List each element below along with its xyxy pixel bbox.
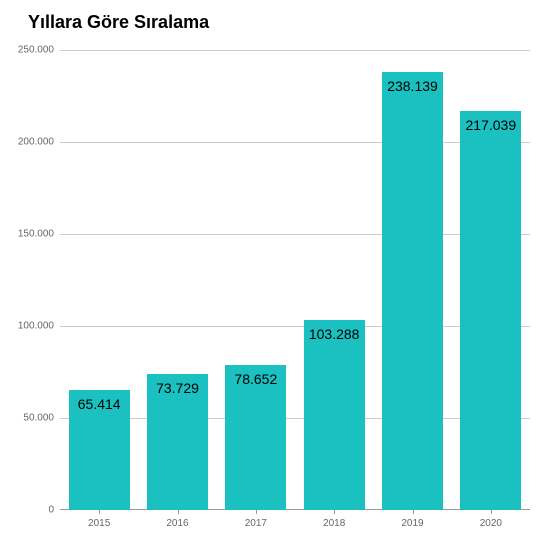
bar-value-label: 65.414 bbox=[78, 396, 121, 412]
x-tick-label: 2017 bbox=[245, 518, 267, 529]
x-tick-label: 2015 bbox=[88, 518, 110, 529]
x-tick bbox=[413, 510, 414, 514]
plot-area: 65.414 73.729 78.652 103.288 238.139 217.039 bbox=[60, 50, 530, 510]
x-tick bbox=[491, 510, 492, 514]
x-tick bbox=[99, 510, 100, 514]
x-tick-label: 2016 bbox=[166, 518, 188, 529]
bar-chart: Yıllara Göre Sıralama 65.414 73.729 78.652… bbox=[0, 0, 550, 550]
bar bbox=[304, 320, 365, 510]
bar-value-label: 103.288 bbox=[309, 326, 360, 342]
x-tick-label: 2018 bbox=[323, 518, 345, 529]
bar-value-label: 73.729 bbox=[156, 380, 199, 396]
bar-value-label: 78.652 bbox=[234, 371, 277, 387]
y-tick-label: 50.000 bbox=[23, 413, 54, 424]
bar bbox=[382, 72, 443, 510]
x-tick-label: 2020 bbox=[480, 518, 502, 529]
bar bbox=[460, 111, 521, 510]
x-tick bbox=[256, 510, 257, 514]
y-tick-label: 100.000 bbox=[18, 321, 54, 332]
bar-value-label: 238.139 bbox=[387, 78, 438, 94]
bar-value-label: 217.039 bbox=[466, 117, 517, 133]
x-tick-label: 2019 bbox=[401, 518, 423, 529]
x-tick bbox=[178, 510, 179, 514]
chart-title: Yıllara Göre Sıralama bbox=[28, 12, 209, 33]
gridline bbox=[60, 50, 530, 51]
y-tick-label: 150.000 bbox=[18, 229, 54, 240]
y-tick-label: 200.000 bbox=[18, 137, 54, 148]
x-tick bbox=[334, 510, 335, 514]
y-tick-label: 0 bbox=[48, 505, 54, 516]
y-tick-label: 250.000 bbox=[18, 45, 54, 56]
